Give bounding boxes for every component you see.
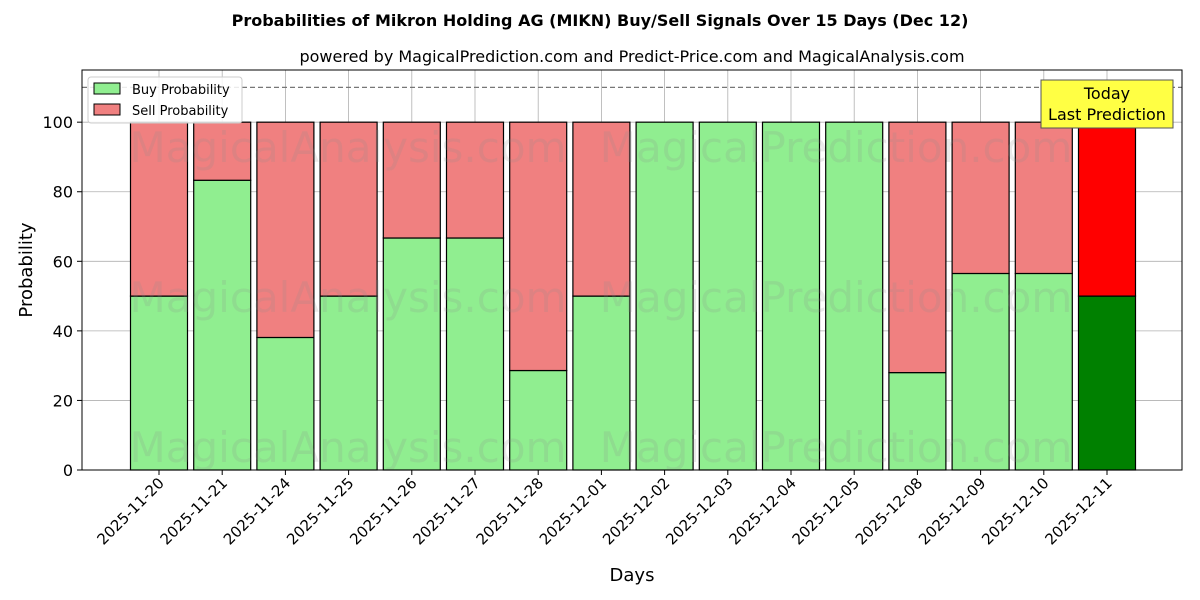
sell-bar xyxy=(509,121,568,372)
x-tick-label: 2025-12-04 xyxy=(725,474,799,548)
today-annotation: Today Last Prediction xyxy=(1040,79,1174,129)
watermark: MagicalPrediction.com xyxy=(600,423,1073,472)
x-tick-label: 2025-12-09 xyxy=(915,474,989,548)
x-tick-label: 2025-12-03 xyxy=(662,474,736,548)
x-tick-label: 2025-11-28 xyxy=(473,474,547,548)
chart-title: Probabilities of Mikron Holding AG (MIKN… xyxy=(232,11,969,30)
x-tick-label: 2025-12-11 xyxy=(1041,474,1115,548)
y-tick-label: 0 xyxy=(63,461,73,480)
sell-bar xyxy=(1014,121,1073,275)
sell-bar xyxy=(951,121,1010,275)
x-tick-label: 2025-11-26 xyxy=(346,474,420,548)
buy-bar xyxy=(635,121,694,471)
x-axis-label: Days xyxy=(610,565,655,586)
legend-label-sell: Sell Probability xyxy=(132,104,229,119)
x-tick-label: 2025-11-25 xyxy=(283,474,357,548)
buy-bar xyxy=(256,336,315,471)
x-tick-label: 2025-11-27 xyxy=(409,474,483,548)
buy-bar xyxy=(445,237,505,471)
x-tick-label: 2025-12-02 xyxy=(599,474,673,548)
sell-bar xyxy=(382,121,441,239)
watermark: MagicalPrediction.com xyxy=(600,273,1073,322)
watermark: MagicalPrediction.com xyxy=(600,123,1073,172)
x-tick-label: 2025-12-08 xyxy=(852,474,926,548)
buy-bar xyxy=(698,121,757,471)
x-tick-label: 2025-12-01 xyxy=(536,474,610,548)
buy-bar xyxy=(509,369,568,471)
watermark: MagicalAnalysis.com xyxy=(130,423,567,472)
buy-bar xyxy=(888,372,947,471)
y-tick-label: 60 xyxy=(53,252,73,271)
annotation-line1: Today xyxy=(1083,84,1130,103)
sell-bar xyxy=(572,121,631,297)
sell-bar xyxy=(319,121,378,297)
legend-swatch-buy xyxy=(93,82,121,95)
buy-bar xyxy=(319,295,378,471)
sell-bar xyxy=(256,121,315,339)
annotation-line2: Last Prediction xyxy=(1048,105,1166,124)
x-tick-label: 2025-12-05 xyxy=(789,474,863,548)
watermark: MagicalAnalysis.com xyxy=(130,123,567,172)
y-tick-label: 40 xyxy=(53,322,73,341)
buy-bar xyxy=(1077,295,1137,471)
y-tick-label: 100 xyxy=(42,113,73,132)
x-tick-label: 2025-11-24 xyxy=(220,474,294,548)
x-tick-label: 2025-11-21 xyxy=(157,474,231,548)
legend-swatch-sell xyxy=(93,103,121,116)
watermark: MagicalAnalysis.com xyxy=(130,273,567,322)
legend-label-buy: Buy Probability xyxy=(132,83,230,98)
buy-bar xyxy=(193,179,252,471)
sell-bar xyxy=(1077,121,1137,297)
x-tick-label: 2025-11-20 xyxy=(93,474,167,548)
sell-bar xyxy=(888,121,947,374)
buy-bar xyxy=(382,237,441,471)
legend: Buy Probability Sell Probability xyxy=(87,76,243,124)
buy-bar xyxy=(951,272,1010,471)
x-tick-label: 2025-12-10 xyxy=(978,474,1052,548)
chart-subtitle: powered by MagicalPrediction.com and Pre… xyxy=(299,47,964,66)
buy-bar xyxy=(825,121,884,471)
buy-bar xyxy=(1014,272,1073,471)
plot-frame xyxy=(81,69,1183,471)
y-tick-label: 20 xyxy=(53,391,73,410)
y-tick-label: 80 xyxy=(53,183,73,202)
sell-bar xyxy=(445,121,505,239)
y-axis-label: Probability xyxy=(16,222,37,317)
sell-bar xyxy=(193,121,252,181)
buy-bar xyxy=(572,295,631,471)
